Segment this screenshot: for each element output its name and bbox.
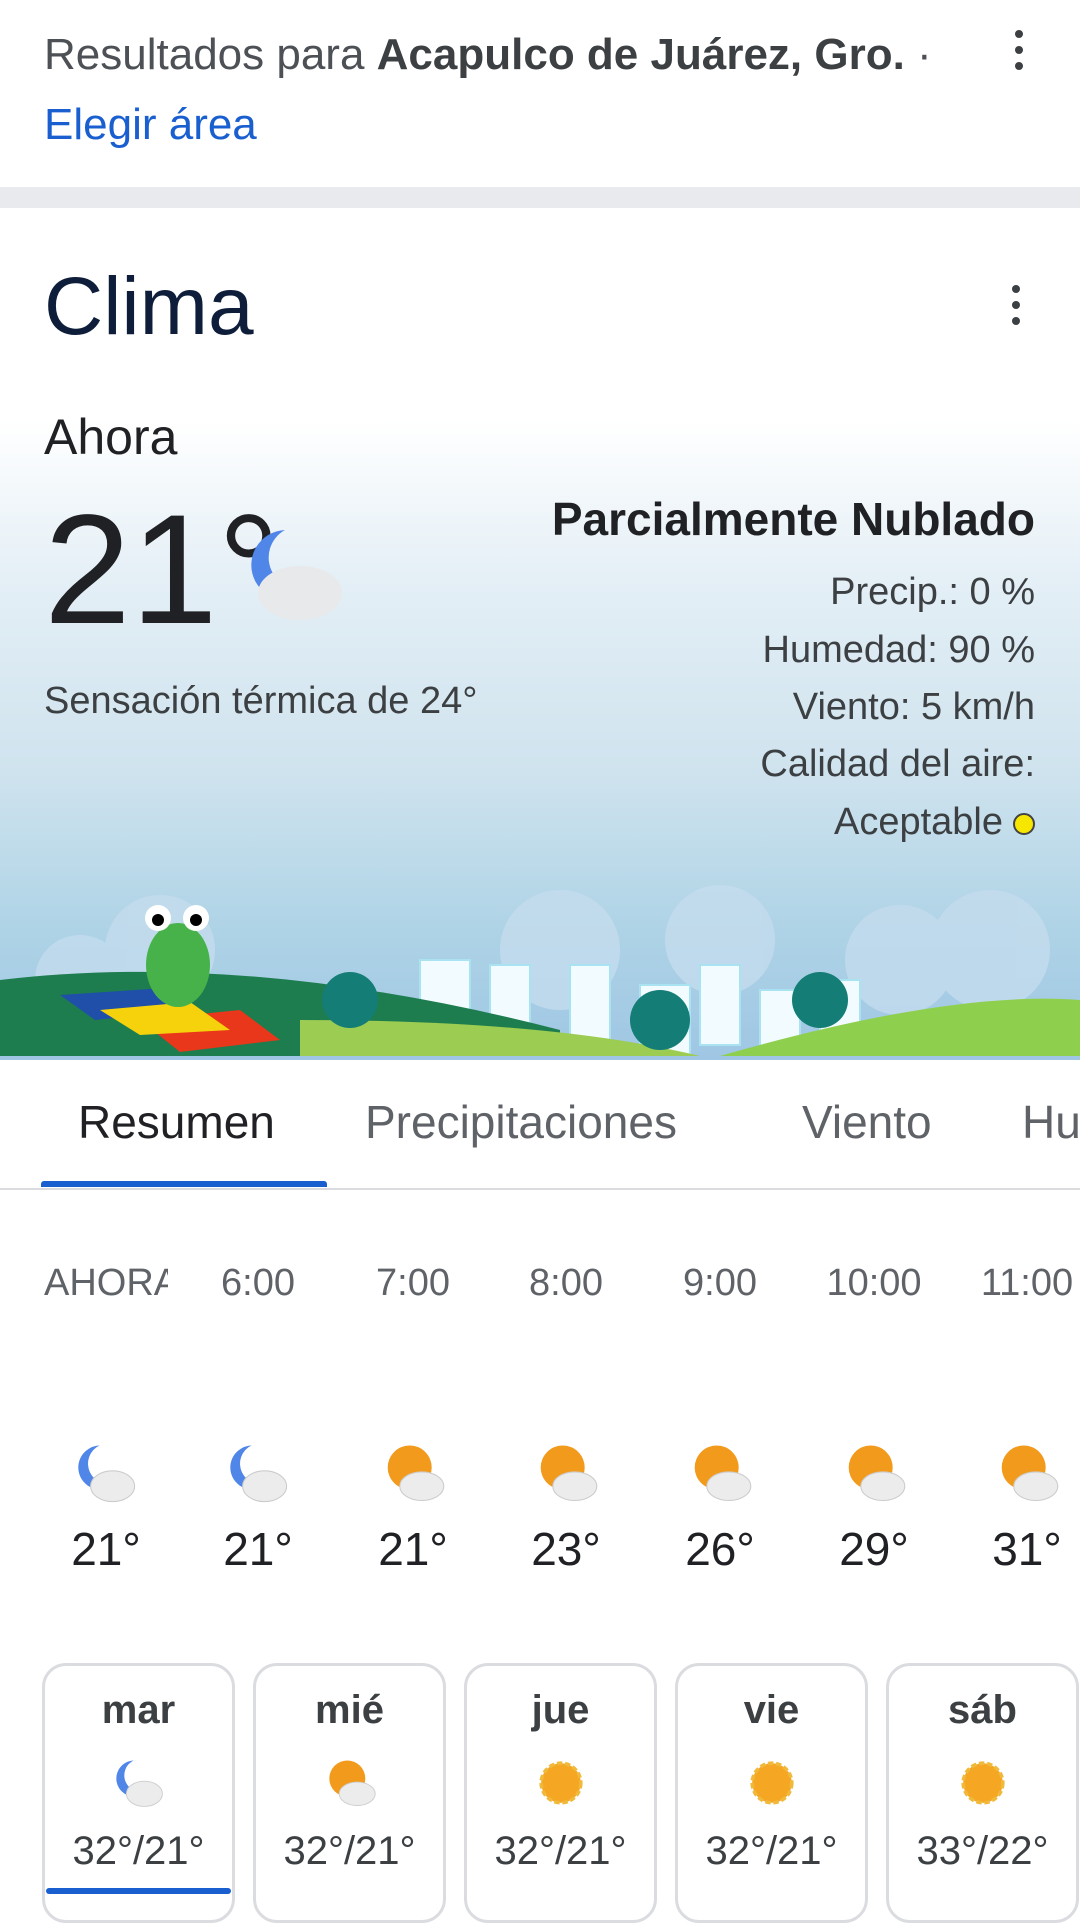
location-name: Acapulco de Juárez, Gro. bbox=[376, 30, 905, 79]
day-temps: 32°/21° bbox=[72, 1829, 205, 1873]
separator: · bbox=[904, 30, 932, 79]
day-temps: 32°/21° bbox=[705, 1829, 838, 1873]
partly-cloudy-night-icon bbox=[251, 530, 342, 620]
sunny-icon bbox=[960, 1761, 1005, 1805]
selected-day-indicator bbox=[46, 1888, 231, 1894]
wind: Viento: 5 km/h bbox=[792, 686, 1035, 728]
day-card[interactable]: mié 32°/21° bbox=[253, 1663, 446, 1923]
weather-title: Clima bbox=[44, 261, 254, 352]
hourly-time: 10:00 bbox=[826, 1262, 922, 1304]
hourly-time: 8:00 bbox=[529, 1262, 603, 1304]
more-options-icon[interactable] bbox=[1013, 30, 1025, 70]
hourly-time: 11:00 bbox=[980, 1262, 1074, 1304]
sunny-icon bbox=[538, 1761, 583, 1805]
tab-resumen[interactable]: Resumen bbox=[78, 1096, 275, 1148]
partly-cloudy-night-icon bbox=[115, 1760, 163, 1807]
results-header: Resultados para Acapulco de Juárez, Gro.… bbox=[44, 20, 944, 160]
air-quality: Aceptable bbox=[834, 801, 1035, 844]
weather-tabs: Resumen Precipitaciones Viento Hu bbox=[0, 1085, 1080, 1190]
partly-cloudy-day-icon bbox=[328, 1760, 376, 1806]
precipitation: Precip.: 0 % bbox=[830, 571, 1035, 613]
air-quality-value: Aceptable bbox=[833, 801, 1003, 843]
tab-precipitaciones[interactable]: Precipitaciones bbox=[365, 1096, 677, 1148]
day-icon bbox=[45, 1747, 232, 1819]
hourly-temp: 26° bbox=[685, 1523, 755, 1575]
day-card[interactable]: vie 32°/21° bbox=[675, 1663, 868, 1923]
hourly-icon bbox=[489, 1440, 643, 1502]
day-card[interactable]: sáb 33°/22° bbox=[886, 1663, 1079, 1923]
hourly-icon bbox=[950, 1440, 1080, 1502]
hourly-time: 7:00 bbox=[376, 1262, 450, 1304]
humidity: Humedad: 90 % bbox=[762, 629, 1036, 671]
air-quality-dot-icon bbox=[1013, 812, 1035, 835]
day-icon bbox=[889, 1747, 1076, 1819]
day-name: jue bbox=[531, 1688, 590, 1732]
hourly-time: 9:00 bbox=[683, 1262, 757, 1304]
partly-cloudy-day-icon bbox=[694, 1445, 752, 1502]
day-card[interactable]: jue 32°/21° bbox=[464, 1663, 657, 1923]
picnic-blanket bbox=[60, 988, 280, 1052]
day-name: vie bbox=[743, 1688, 800, 1732]
results-prefix: Resultados para bbox=[44, 30, 377, 79]
air-quality-label: Calidad del aire: bbox=[760, 743, 1035, 785]
hourly-temp: 23° bbox=[531, 1523, 601, 1575]
partly-cloudy-day-icon bbox=[540, 1445, 598, 1502]
day-name: sáb bbox=[948, 1688, 1017, 1732]
hourly-temp: 21° bbox=[71, 1523, 141, 1575]
hourly-temp: 21° bbox=[223, 1523, 293, 1575]
day-name: mié bbox=[315, 1688, 384, 1732]
day-icon bbox=[678, 1747, 865, 1819]
section-divider bbox=[0, 187, 1080, 208]
partly-cloudy-day-icon bbox=[387, 1445, 445, 1502]
condition: Parcialmente Nublado bbox=[551, 493, 1035, 545]
now-label: Ahora bbox=[44, 409, 178, 465]
hourly-icon bbox=[643, 1440, 797, 1502]
hourly-time: 6:00 bbox=[221, 1262, 295, 1304]
current-temperature: 21° bbox=[44, 483, 280, 657]
tab-humedad[interactable]: Hu bbox=[1022, 1096, 1080, 1148]
partly-cloudy-night-icon bbox=[78, 1445, 136, 1503]
hourly-time: AHORA bbox=[44, 1262, 168, 1304]
hourly-icon bbox=[29, 1440, 183, 1503]
day-icon bbox=[467, 1747, 654, 1819]
partly-cloudy-night-icon bbox=[230, 1445, 288, 1503]
hourly-temp: 29° bbox=[839, 1523, 909, 1575]
hourly-icon bbox=[336, 1440, 490, 1502]
sunny-icon bbox=[749, 1761, 794, 1805]
partly-cloudy-day-icon bbox=[1001, 1445, 1059, 1502]
day-temps: 32°/21° bbox=[283, 1829, 416, 1873]
weather-illustration bbox=[0, 885, 1080, 1056]
hourly-temp: 31° bbox=[992, 1523, 1062, 1575]
frog-illustration bbox=[145, 905, 210, 1007]
active-tab-indicator bbox=[41, 1181, 327, 1187]
choose-area-link[interactable]: Elegir área bbox=[44, 100, 257, 149]
day-temps: 33°/22° bbox=[916, 1829, 1049, 1873]
day-card[interactable]: mar 32°/21° bbox=[42, 1663, 235, 1923]
tab-viento[interactable]: Viento bbox=[802, 1096, 932, 1148]
hourly-icon bbox=[797, 1440, 951, 1502]
weather-more-options-icon[interactable] bbox=[1010, 285, 1022, 325]
hourly-icon bbox=[181, 1440, 335, 1503]
day-name: mar bbox=[101, 1688, 176, 1732]
day-icon bbox=[256, 1747, 443, 1819]
day-temps: 32°/21° bbox=[494, 1829, 627, 1873]
feels-like: Sensación térmica de 24° bbox=[44, 680, 478, 722]
hourly-temp: 21° bbox=[378, 1523, 448, 1575]
partly-cloudy-day-icon bbox=[848, 1445, 906, 1502]
